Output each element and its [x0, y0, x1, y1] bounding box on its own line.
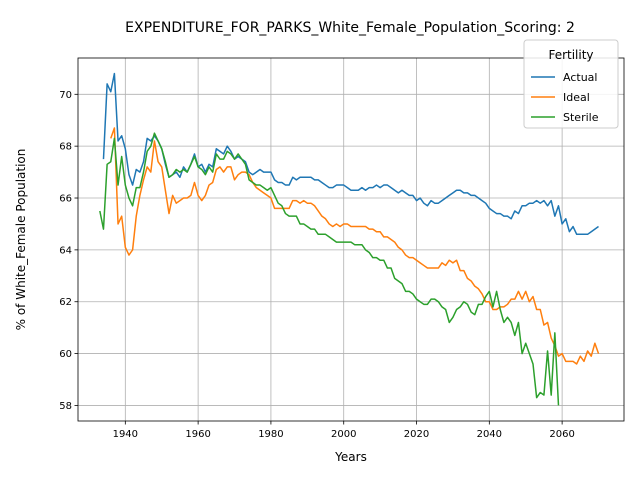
legend-label-ideal: Ideal: [563, 91, 590, 104]
y-tick-label: 60: [59, 349, 72, 360]
x-tick-label: 2020: [404, 429, 429, 440]
series-line-sterile: [99, 132, 560, 406]
x-tick-label: 1960: [185, 429, 210, 440]
x-tick-label: 2040: [477, 429, 502, 440]
x-tick-label: 1980: [258, 429, 283, 440]
series-lines: [99, 72, 600, 406]
y-tick-label: 68: [59, 142, 72, 153]
legend-title: Fertility: [548, 48, 593, 62]
series-line-ideal: [110, 127, 600, 365]
x-axis-label: Years: [334, 450, 367, 464]
chart-title: EXPENDITURE_FOR_PARKS_White_Female_Popul…: [125, 20, 575, 36]
y-tick-label: 70: [59, 90, 72, 101]
legend-box: [523, 39, 619, 129]
x-tick-label: 2000: [331, 429, 356, 440]
legend-label-sterile: Sterile: [563, 111, 599, 124]
y-axis-label: % of White_Female Population: [14, 149, 28, 331]
y-tick-label: 62: [59, 297, 72, 308]
axes: 1940 1960 1980 2000 2020 2040 2060 58 60 62 64 66 68…: [59, 90, 575, 440]
y-tick-label: 64: [59, 245, 72, 256]
legend: Fertility Actual Ideal Sterile: [523, 39, 619, 129]
grid: [78, 58, 624, 421]
y-tick-label: 58: [59, 401, 72, 412]
y-tick-label: 66: [59, 194, 72, 205]
x-tick-label: 1940: [113, 429, 138, 440]
legend-label-actual: Actual: [563, 71, 597, 84]
x-tick-label: 2060: [549, 429, 574, 440]
plot-frame: [77, 57, 625, 422]
